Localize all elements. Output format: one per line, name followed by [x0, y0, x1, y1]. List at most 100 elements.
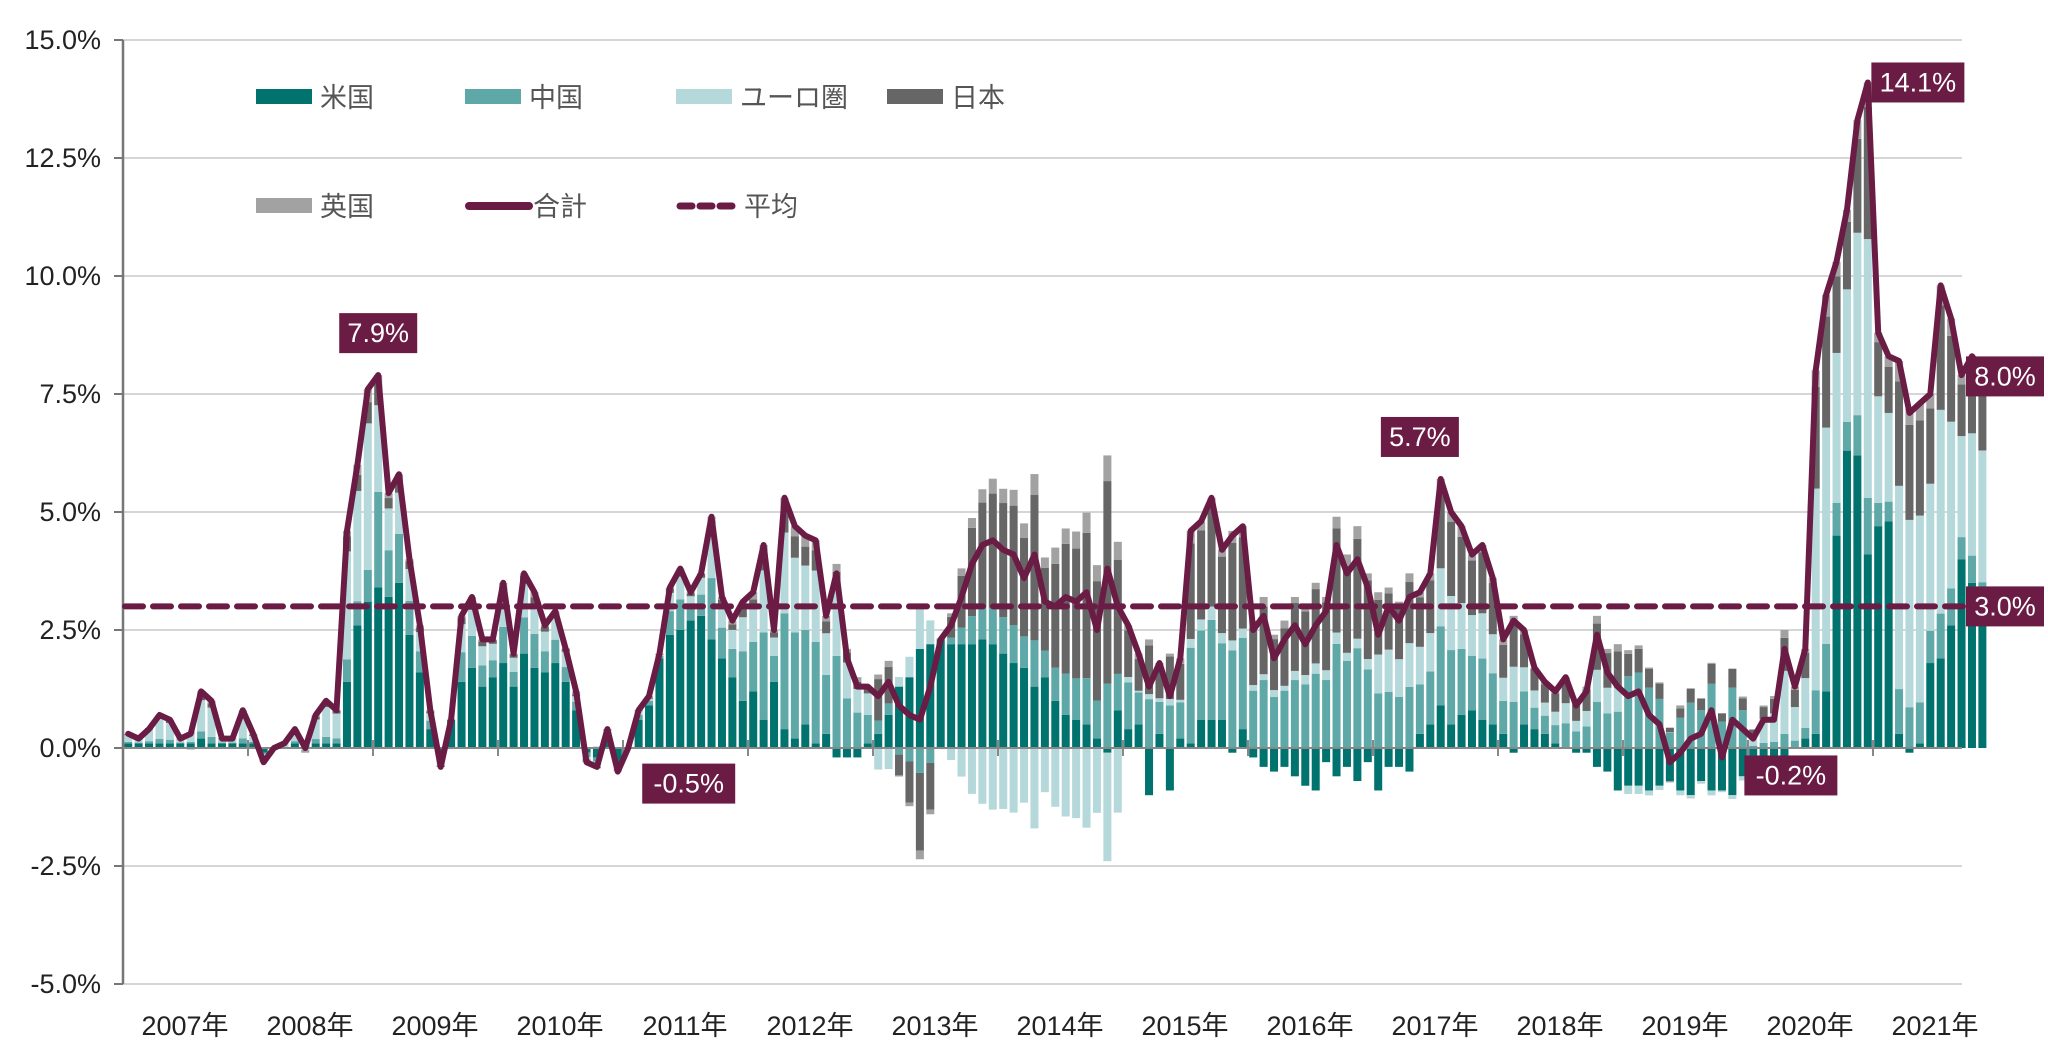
bar-segment-cn — [478, 665, 487, 687]
bar-segment-eu — [832, 590, 841, 656]
bar-segment-us — [822, 733, 831, 748]
annotation-label: 5.7% — [1389, 422, 1451, 452]
bar-segment-eu — [1905, 519, 1914, 708]
y-tick-label: 0.0% — [39, 733, 101, 763]
bar-segment-us — [467, 667, 476, 748]
bar-segment-us — [988, 644, 997, 748]
bar-segment-cn — [1624, 676, 1633, 748]
bar-segment-cn — [926, 748, 935, 763]
total-line-path — [125, 79, 1986, 775]
bar-segment-cn — [1249, 690, 1258, 748]
bar-segment-us — [1134, 724, 1143, 748]
bar-segment-eu — [1624, 785, 1633, 794]
bar-segment-eu — [1947, 421, 1956, 589]
bar-segment-eu — [895, 677, 904, 687]
bar-segment-jp — [1905, 424, 1914, 520]
bar-segment-eu — [1030, 748, 1039, 829]
bar-segment-jp — [1665, 727, 1674, 733]
bar-segment-eu — [1217, 633, 1226, 644]
bar-segment-cn — [499, 626, 508, 664]
bar-segment-us — [1197, 719, 1206, 748]
annotation-box — [1966, 356, 2044, 397]
bar-segment-eu — [1520, 667, 1529, 692]
bar-segment-us — [1467, 710, 1476, 748]
annotation-box — [642, 763, 736, 804]
bar-segment-eu — [1842, 289, 1851, 422]
bar-segment-eu — [1467, 615, 1476, 656]
bar-segment-jp — [801, 546, 810, 566]
bar-segment-cn — [801, 630, 810, 725]
bar-segment-jp — [1009, 505, 1018, 626]
bar-segment-cn — [1967, 555, 1976, 583]
bar-segment-cn — [457, 652, 466, 682]
bar-segment-us — [1686, 748, 1695, 796]
bar-segment-eu — [759, 570, 768, 633]
bar-segment-us — [1509, 748, 1518, 753]
bar-segment-cn — [1842, 421, 1851, 451]
bar-segment-uk — [1697, 782, 1706, 784]
bar-segment-jp — [1322, 602, 1331, 671]
bar-segment-us — [603, 738, 612, 748]
bar-segment-eu — [155, 717, 164, 740]
bar-segment-us — [1738, 748, 1747, 777]
bar-segment-jp — [728, 624, 737, 630]
bar-segment-jp — [478, 641, 487, 647]
bar-segment-jp — [1572, 704, 1581, 721]
bar-segment-us — [207, 743, 216, 748]
bar-segment-us — [1259, 748, 1268, 767]
bar-segment-us — [1863, 554, 1872, 748]
bar-segment-cn — [1488, 673, 1497, 725]
bar-segment-eu — [1978, 450, 1987, 583]
bar-segment-jp — [1155, 666, 1164, 699]
bar-segment-jp — [1967, 369, 1976, 434]
bar-segment-cn — [999, 617, 1008, 654]
bar-segment-us — [1165, 748, 1174, 791]
bar-segment-cn — [238, 738, 247, 744]
bar-segment-eu — [1717, 790, 1726, 793]
bar-segment-cn — [186, 741, 195, 744]
bar-segment-us — [217, 743, 226, 748]
bar-segment-uk — [957, 568, 966, 576]
bar-segment-jp — [1478, 552, 1487, 614]
bar-segment-eu — [1676, 790, 1685, 796]
bar-segment-jp — [1415, 597, 1424, 647]
bar-segment-uk — [1165, 653, 1174, 657]
bar-segment-us — [957, 644, 966, 748]
bar-segment-us — [426, 729, 435, 748]
bar-segment-eu — [926, 620, 935, 645]
legend-label: 日本 — [951, 83, 1005, 114]
bar-segment-jp — [1186, 543, 1195, 639]
x-tick-label: 2011年 — [642, 1011, 727, 1041]
bar-segment-jp — [1238, 537, 1247, 629]
bar-segment-eu — [1322, 670, 1331, 681]
bar-segment-jp — [988, 493, 997, 608]
bar-segment-eu — [717, 605, 726, 628]
bar-segment-cn — [249, 741, 258, 744]
bar-segment-cn — [988, 607, 997, 645]
bar-segment-jp — [1228, 542, 1237, 641]
bar-segment-us — [842, 748, 851, 758]
bar-segment-eu — [1551, 711, 1560, 726]
bar-segment-cn — [1165, 705, 1174, 748]
bar-segment-uk — [1884, 356, 1893, 367]
bar-segment-cn — [1780, 733, 1789, 748]
bar-segment-cn — [822, 674, 831, 734]
x-tick-label: 2009年 — [391, 1011, 478, 1041]
bar-segment-cn — [1040, 650, 1049, 678]
bar-segment-us — [936, 639, 945, 748]
bar-segment-us — [759, 719, 768, 748]
bar-segment-jp — [1353, 538, 1362, 639]
bar-segment-uk — [874, 674, 883, 680]
bar-segment-jp — [1707, 663, 1716, 684]
bar-segment-uk — [1217, 549, 1226, 557]
bar-segment-eu — [1613, 687, 1622, 712]
bar-segment-jp — [822, 621, 831, 634]
bar-segment-us — [1238, 729, 1247, 748]
bar-segment-jp — [1822, 316, 1831, 428]
bar-segment-uk — [1686, 797, 1695, 799]
bar-segment-cn — [1467, 655, 1476, 711]
bar-segment-cn — [353, 601, 362, 626]
bar-segment-jp — [1863, 106, 1872, 240]
bar-segment-us — [1572, 748, 1581, 753]
